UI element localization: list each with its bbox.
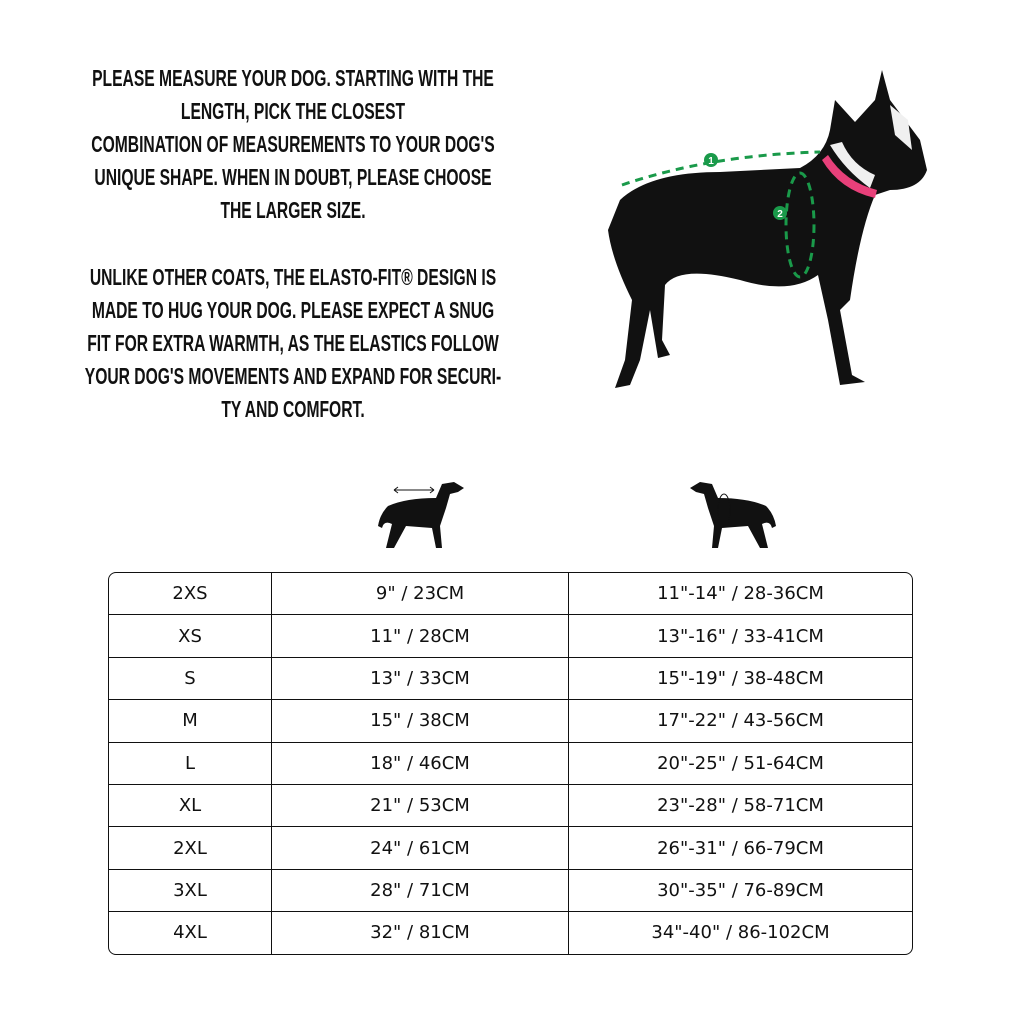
- size-cell: L: [109, 742, 272, 785]
- length-cell: 18" / 46CM: [272, 742, 569, 785]
- table-row: 2XL 24" / 61CM 26"-31" / 66-79CM: [109, 827, 912, 870]
- length-cell: 32" / 81CM: [272, 912, 569, 954]
- dog-chest-girth-icon: [690, 482, 776, 548]
- text-line: PLEASE MEASURE YOUR DOG. STARTING WITH T…: [92, 65, 494, 91]
- length-cell: 9" / 23CM: [272, 573, 569, 616]
- size-cell: 3XL: [109, 869, 272, 913]
- collar: [822, 155, 877, 198]
- instructions-paragraph-2: UNLIKE OTHER COATS, THE ELASTO-FIT® DESI…: [75, 261, 510, 426]
- table-row: S 13" / 33CM 15"-19" / 38-48CM: [109, 657, 912, 701]
- table-row: M 15" / 38CM 17"-22" / 43-56CM: [109, 700, 912, 743]
- size-chart-table: 2XS 9" / 23CM 11"-14" / 28-36CM XS 11" / 28C…: [108, 572, 913, 955]
- text-line: TY AND COMFORT.: [221, 396, 365, 422]
- table-row: XS 11" / 28CM 13"-16" / 33-41CM: [109, 615, 912, 658]
- chest-girth-cell: 11"-14" / 28-36CM: [569, 573, 912, 616]
- instructions-paragraph-1: PLEASE MEASURE YOUR DOG. STARTING WITH T…: [75, 62, 510, 227]
- table-row: 2XS 9" / 23CM 11"-14" / 28-36CM: [109, 573, 912, 616]
- length-cell: 11" / 28CM: [272, 615, 569, 658]
- size-cell: 2XL: [109, 827, 272, 870]
- dog-measurement-photo: 1 2: [608, 70, 927, 388]
- size-cell: XL: [109, 784, 272, 828]
- length-cell: 28" / 71CM: [272, 869, 569, 913]
- size-cell: 4XL: [109, 912, 272, 954]
- table-row: 3XL 28" / 71CM 30"-35" / 76-89CM: [109, 869, 912, 913]
- chest-girth-cell: 30"-35" / 76-89CM: [569, 870, 912, 913]
- size-cell: M: [109, 700, 272, 743]
- marker-1: 1: [708, 156, 714, 167]
- table-row: L 18" / 46CM 20"-25" / 51-64CM: [109, 742, 912, 785]
- text-line: MADE TO HUG YOUR DOG. PLEASE EXPECT A SN…: [91, 297, 495, 323]
- chest-girth-cell: 13"-16" / 33-41CM: [569, 615, 912, 658]
- marker-2: 2: [777, 209, 783, 220]
- chest-girth-cell: 26"-31" / 66-79CM: [569, 827, 912, 870]
- length-cell: 15" / 38CM: [272, 700, 569, 743]
- text-line: YOUR DOG'S MOVEMENTS AND EXPAND FOR SECU…: [84, 363, 502, 389]
- chest-measure-line: [784, 171, 816, 279]
- size-cell: 2XS: [109, 573, 272, 616]
- length-cell: 24" / 61CM: [272, 827, 569, 870]
- text-line: THE LARGER SIZE.: [220, 197, 366, 223]
- text-line: LENGTH, PICK THE CLOSEST: [180, 98, 406, 124]
- size-cell: S: [109, 657, 272, 701]
- dog-length-icon: [378, 482, 464, 548]
- table-row: XL 21" / 53CM 23"-28" / 58-71CM: [109, 784, 912, 828]
- chest-girth-cell: 17"-22" / 43-56CM: [569, 700, 912, 743]
- table-row: 4XL 32" / 81CM 34"-40" / 86-102CM: [109, 912, 912, 954]
- text-line: UNIQUE SHAPE. WHEN IN DOUBT, PLEASE CHOO…: [94, 164, 492, 190]
- chest-girth-cell: 34"-40" / 86-102CM: [651, 922, 830, 944]
- chest-girth-cell: 15"-19" / 38-48CM: [569, 658, 912, 701]
- size-cell: XS: [109, 615, 272, 658]
- chest-girth-cell: 23"-28" / 58-71CM: [569, 785, 912, 828]
- instructions-text: PLEASE MEASURE YOUR DOG. STARTING WITH T…: [75, 62, 510, 460]
- length-measure-line: [621, 150, 821, 187]
- length-cell: 21" / 53CM: [272, 784, 569, 828]
- length-cell: 13" / 33CM: [272, 657, 569, 701]
- text-line: UNLIKE OTHER COATS, THE ELASTO-FIT® DESI…: [89, 264, 497, 290]
- text-line: COMBINATION OF MEASUREMENTS TO YOUR DOG'…: [91, 131, 495, 157]
- text-line: FIT FOR EXTRA WARMTH, AS THE ELASTICS FO…: [87, 330, 499, 356]
- chest-girth-cell: 20"-25" / 51-64CM: [569, 743, 912, 785]
